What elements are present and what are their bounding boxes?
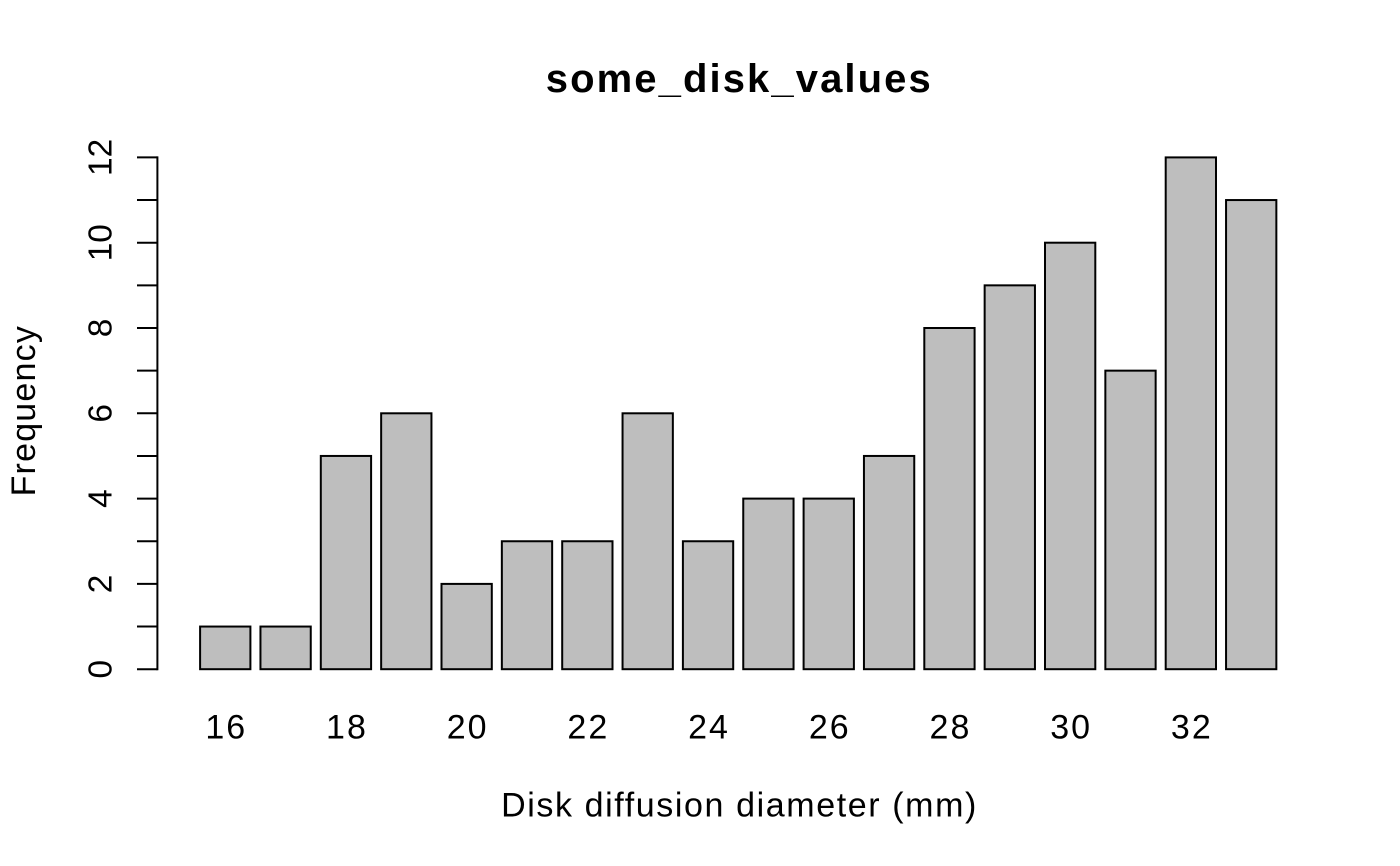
svg-text:0: 0 <box>83 660 120 679</box>
svg-text:10: 10 <box>83 224 120 261</box>
svg-text:20: 20 <box>447 709 489 747</box>
svg-text:30: 30 <box>1050 709 1092 747</box>
svg-text:28: 28 <box>930 709 972 747</box>
svg-text:Frequency: Frequency <box>5 325 43 496</box>
svg-text:8: 8 <box>83 319 120 338</box>
svg-text:4: 4 <box>83 489 120 508</box>
svg-text:18: 18 <box>326 709 368 747</box>
svg-text:some_disk_values: some_disk_values <box>546 57 933 101</box>
svg-text:12: 12 <box>83 139 120 176</box>
svg-text:Disk diffusion diameter (mm): Disk diffusion diameter (mm) <box>501 787 978 825</box>
svg-text:32: 32 <box>1171 709 1213 747</box>
svg-text:6: 6 <box>83 404 120 423</box>
svg-text:24: 24 <box>688 709 730 747</box>
svg-text:16: 16 <box>205 709 247 747</box>
svg-text:2: 2 <box>83 575 120 594</box>
svg-text:22: 22 <box>567 709 609 747</box>
svg-text:26: 26 <box>809 709 851 747</box>
